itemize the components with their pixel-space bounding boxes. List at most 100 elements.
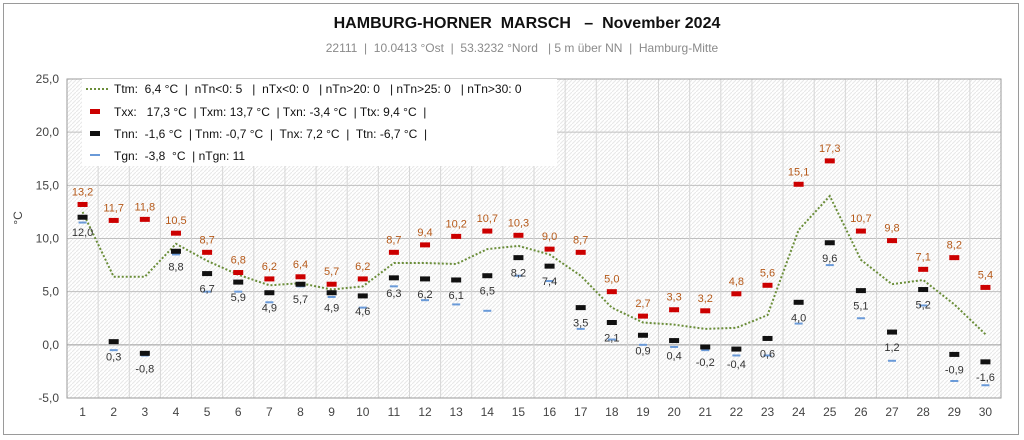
y-tick-label: 5,0: [42, 285, 59, 299]
tnn-label: 8,2: [511, 268, 526, 280]
x-tick-label: 10: [356, 405, 370, 419]
x-tick-label: 18: [605, 405, 619, 419]
txx-point: [326, 281, 337, 287]
tgn-point: [421, 299, 430, 302]
tnn-point: [357, 293, 368, 299]
tnn-label: 5,7: [293, 294, 308, 306]
x-tick-label: 7: [266, 405, 273, 419]
x-tick-label: 14: [481, 405, 495, 419]
txx-label: 9,8: [884, 223, 899, 235]
tnn-label: 8,8: [168, 261, 183, 273]
tnn-label: -1,6: [976, 372, 995, 384]
tnn-point: [762, 335, 773, 341]
txx-point: [202, 249, 213, 255]
x-tick-label: 19: [636, 405, 650, 419]
x-tick-label: 30: [979, 405, 993, 419]
tgn-point: [171, 253, 180, 256]
tnn-point: [949, 351, 960, 357]
tgn-point: [327, 295, 336, 298]
legend-swatch-tgn: [90, 154, 100, 156]
txx-label: 6,2: [262, 261, 277, 273]
y-tick-label: 10,0: [36, 232, 60, 246]
txx-label: 17,3: [819, 143, 840, 155]
txx-point: [357, 276, 368, 282]
txx-label: 8,7: [573, 234, 588, 246]
tnn-label: 12,0: [72, 227, 93, 239]
txx-label: 15,1: [788, 166, 809, 178]
tgn-point: [763, 354, 772, 357]
tgn-point: [888, 359, 897, 362]
tgn-point: [732, 354, 741, 357]
txx-point: [513, 232, 524, 238]
txx-label: 5,7: [324, 266, 339, 278]
tnn-label: 6,7: [199, 284, 214, 296]
tnn-point: [700, 344, 711, 350]
x-tick-label: 4: [173, 405, 180, 419]
x-tick-label: 26: [854, 405, 868, 419]
txx-label: 11,8: [135, 201, 156, 213]
txx-label: 2,7: [635, 298, 650, 310]
txx-label: 8,2: [947, 240, 962, 252]
tnn-label: 4,9: [324, 303, 339, 315]
txx-point: [482, 228, 493, 234]
txx-label: 10,2: [445, 218, 466, 230]
txx-label: 5,0: [604, 274, 619, 286]
y-tick-label: 25,0: [36, 72, 60, 86]
tgn-point: [670, 345, 679, 348]
y-axis-label: °C: [11, 211, 25, 225]
tgn-point: [794, 322, 803, 325]
tnn-point: [637, 332, 648, 338]
x-tick-label: 5: [204, 405, 211, 419]
x-tick-label: 16: [543, 405, 557, 419]
txx-label: 9,0: [542, 231, 557, 243]
txx-label: 10,5: [165, 215, 186, 227]
txx-point: [170, 230, 181, 236]
tgn-point: [981, 384, 990, 387]
x-tick-label: 13: [449, 405, 463, 419]
txx-point: [108, 217, 119, 223]
legend-swatch-tnn: [90, 131, 100, 136]
x-tick-label: 21: [699, 405, 713, 419]
x-tick-label: 8: [297, 405, 304, 419]
tnn-point: [77, 214, 88, 220]
txx-label: 10,7: [477, 213, 498, 225]
txx-label: 5,6: [760, 267, 775, 279]
legend-txx: Txx: 17,3 °C | Txm: 13,7 °C | Txn: -3,4 …: [114, 105, 426, 119]
txx-label: 3,3: [666, 292, 681, 304]
x-tick-label: 28: [916, 405, 930, 419]
x-tick-label: 22: [730, 405, 744, 419]
tnn-label: 1,2: [884, 342, 899, 354]
y-tick-label: 0,0: [42, 338, 59, 352]
legend: Ttm: 6,4 °C | nTn<0: 5 | nTx<0: 0 | nTn>…: [82, 79, 557, 166]
txx-label: 10,3: [508, 217, 529, 229]
txx-point: [855, 228, 866, 234]
txx-point: [420, 242, 431, 248]
tnn-point: [388, 275, 399, 281]
txx-label: 4,8: [729, 276, 744, 288]
tnn-label: 6,1: [449, 290, 464, 302]
txx-point: [949, 255, 960, 261]
txx-label: 6,4: [293, 259, 308, 271]
txx-point: [451, 233, 462, 239]
tnn-label: 0,9: [635, 345, 650, 357]
tnn-point: [731, 346, 742, 352]
axes: 25,020,015,010,05,00,0-5,01 2 3 4 5 6 7 8 9 10 11 1…: [36, 72, 1002, 419]
tgn-point: [78, 221, 87, 224]
tnn-point: [233, 279, 244, 285]
legend-swatch-txx: [90, 109, 100, 114]
tnn-point: [451, 277, 462, 283]
x-tick-label: 23: [761, 405, 775, 419]
x-tick-label: 25: [823, 405, 837, 419]
tnn-point: [264, 290, 275, 296]
tnn-point: [170, 248, 181, 254]
tgn-point: [389, 285, 398, 288]
chart-subtitle: 22111 | 10.0413 °Ost | 53.3232 °Nord | 5…: [326, 41, 719, 55]
tnn-label: 5,9: [231, 292, 246, 304]
x-tick-label: 1: [79, 405, 86, 419]
tnn-point: [980, 359, 991, 365]
tgn-point: [919, 304, 928, 307]
txx-label: 5,4: [978, 269, 993, 281]
tgn-point: [483, 309, 492, 312]
tnn-point: [669, 338, 680, 344]
